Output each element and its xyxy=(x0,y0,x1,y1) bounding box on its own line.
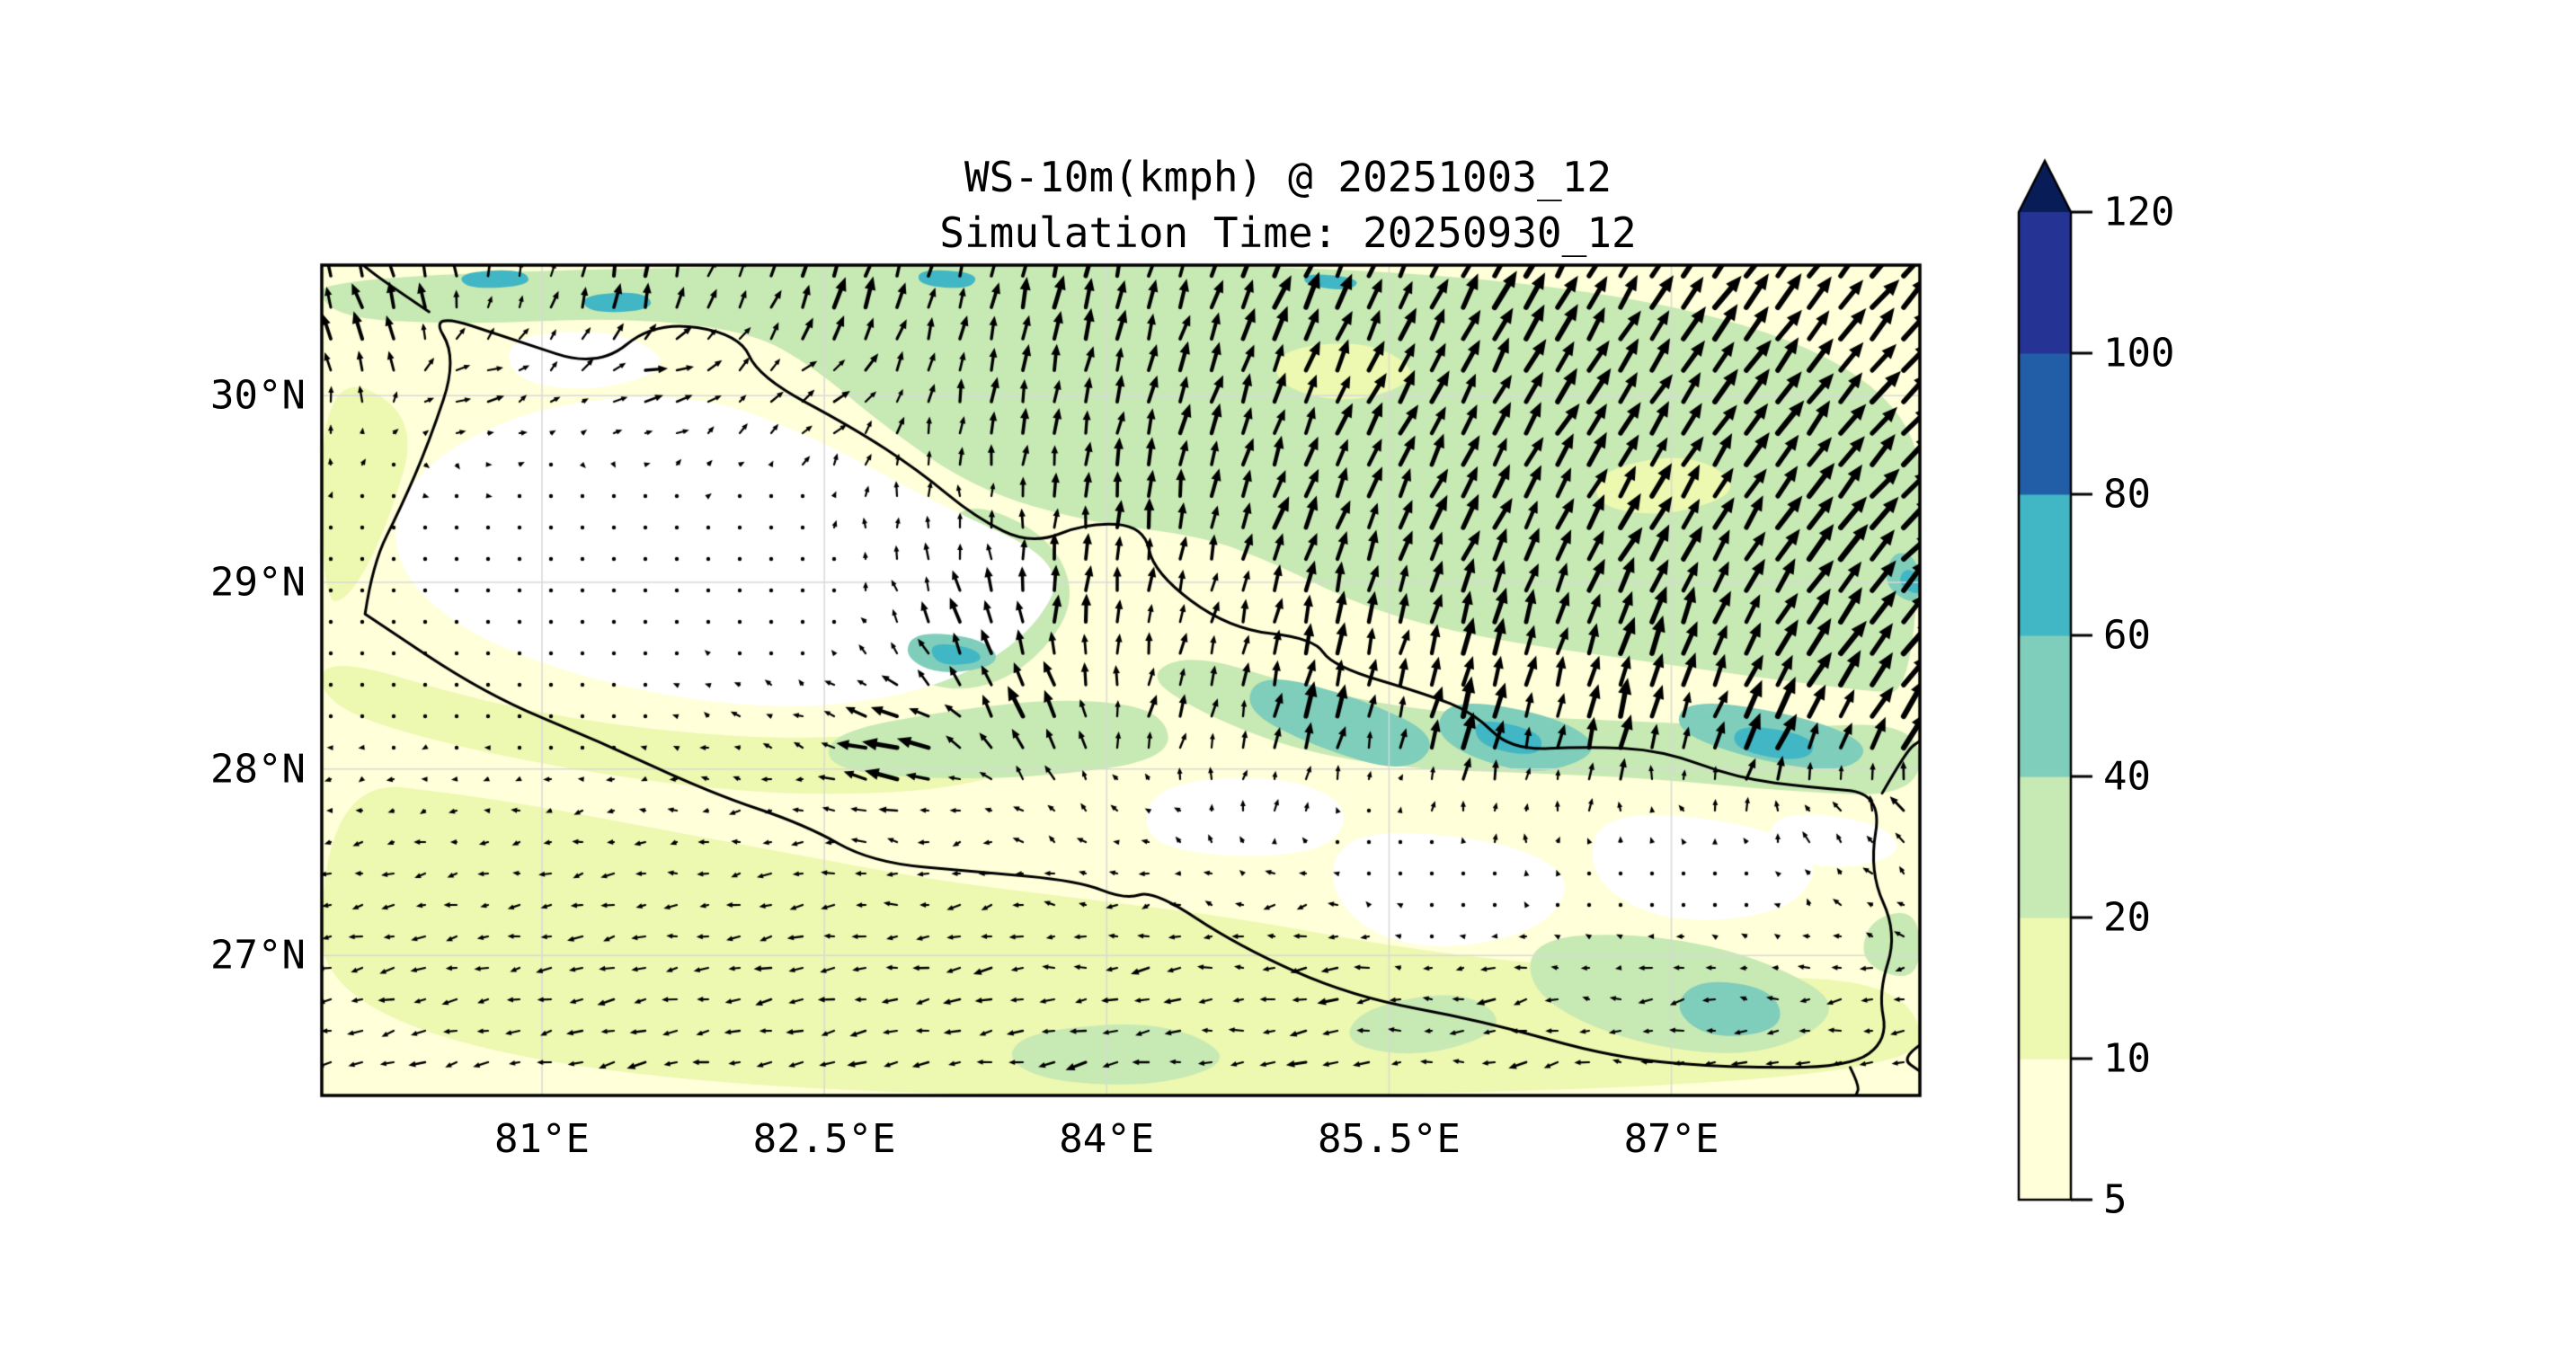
x-tick-label: 85.5°E xyxy=(1317,1116,1461,1162)
colorbar-tick-label: 80 xyxy=(2103,471,2151,518)
y-tick-label: 28°N xyxy=(210,746,306,793)
colorbar-tick-label: 5 xyxy=(2103,1176,2127,1223)
colorbar-tick-label: 20 xyxy=(2103,894,2151,941)
colorbar-tick-label: 100 xyxy=(2103,330,2175,377)
colorbar-tick-label: 40 xyxy=(2103,753,2151,800)
x-tick-label: 84°E xyxy=(1059,1116,1155,1162)
plot-subtitle: Simulation Time: 20250930_12 xyxy=(939,208,1637,257)
plot-title: WS-10m(kmph) @ 20251003_12 xyxy=(964,153,1612,201)
x-tick-label: 87°E xyxy=(1623,1116,1719,1162)
x-tick-label: 82.5°E xyxy=(752,1116,896,1162)
y-tick-label: 30°N xyxy=(210,372,306,419)
colorbar-tick-label: 10 xyxy=(2103,1035,2151,1082)
colorbar-tick-label: 120 xyxy=(2103,189,2175,235)
colorbar-tick-label: 60 xyxy=(2103,612,2151,659)
x-tick-label: 81°E xyxy=(494,1116,590,1162)
y-tick-label: 27°N xyxy=(210,932,306,979)
y-tick-label: 29°N xyxy=(210,559,306,606)
